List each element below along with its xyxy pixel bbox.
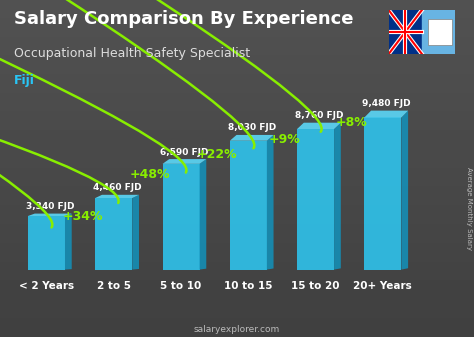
Text: 3,340 FJD: 3,340 FJD	[26, 202, 74, 211]
Polygon shape	[230, 141, 267, 270]
Polygon shape	[422, 10, 455, 54]
Text: 9,480 FJD: 9,480 FJD	[362, 99, 410, 108]
Polygon shape	[95, 195, 139, 198]
Text: 4,460 FJD: 4,460 FJD	[93, 183, 141, 192]
Text: 5 to 10: 5 to 10	[160, 281, 201, 292]
Polygon shape	[200, 159, 206, 270]
Text: < 2 Years: < 2 Years	[19, 281, 74, 292]
Polygon shape	[132, 195, 139, 270]
Text: 20+ Years: 20+ Years	[354, 281, 412, 292]
Polygon shape	[163, 159, 206, 164]
Text: 15 to 20: 15 to 20	[292, 281, 340, 292]
Polygon shape	[28, 214, 72, 216]
Text: 6,590 FJD: 6,590 FJD	[160, 148, 209, 157]
Text: +48%: +48%	[130, 168, 170, 181]
Text: 2 to 5: 2 to 5	[97, 281, 131, 292]
Polygon shape	[401, 111, 408, 270]
Text: Occupational Health Safety Specialist: Occupational Health Safety Specialist	[14, 47, 250, 60]
Polygon shape	[365, 118, 401, 270]
Polygon shape	[334, 123, 341, 270]
Text: +8%: +8%	[336, 116, 368, 129]
Polygon shape	[297, 129, 334, 270]
Polygon shape	[230, 135, 273, 141]
Polygon shape	[389, 10, 422, 54]
Polygon shape	[267, 135, 273, 270]
Text: +9%: +9%	[269, 133, 301, 146]
Text: 10 to 15: 10 to 15	[224, 281, 273, 292]
Text: salaryexplorer.com: salaryexplorer.com	[194, 325, 280, 334]
Polygon shape	[365, 111, 408, 118]
Polygon shape	[428, 19, 452, 45]
Polygon shape	[95, 198, 132, 270]
Polygon shape	[65, 214, 72, 270]
Text: +22%: +22%	[197, 148, 237, 161]
Text: Average Monthly Salary: Average Monthly Salary	[465, 167, 472, 250]
Polygon shape	[28, 216, 65, 270]
Text: 8,760 FJD: 8,760 FJD	[295, 111, 343, 120]
Text: +34%: +34%	[63, 210, 103, 223]
Polygon shape	[297, 123, 341, 129]
Polygon shape	[163, 164, 200, 270]
Text: Fiji: Fiji	[14, 74, 35, 87]
Text: 8,030 FJD: 8,030 FJD	[228, 123, 276, 132]
Text: Salary Comparison By Experience: Salary Comparison By Experience	[14, 10, 354, 28]
